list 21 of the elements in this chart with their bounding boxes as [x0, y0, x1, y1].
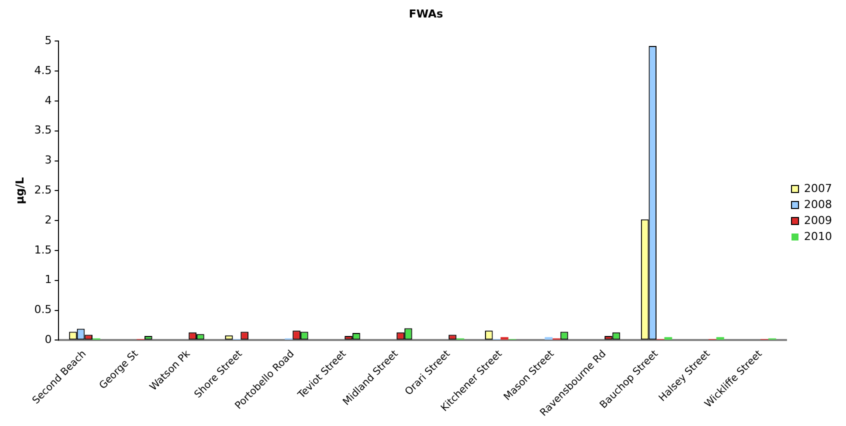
- legend-label: 2009: [804, 214, 832, 227]
- y-tick-label: 0: [44, 333, 52, 346]
- legend-label: 2008: [804, 198, 832, 211]
- y-tick-label: 4.5: [34, 64, 52, 77]
- bar: [544, 337, 553, 340]
- bar: [664, 337, 672, 340]
- chart-title: FWAs: [408, 7, 444, 20]
- y-axis-title: µg/L: [13, 177, 26, 204]
- y-tick-label: 0.5: [34, 303, 52, 316]
- y-tick-label: 2: [44, 213, 52, 226]
- y-tick-label: 1: [44, 273, 52, 286]
- legend-label: 2010: [804, 230, 832, 243]
- y-tick-label: 3: [44, 154, 52, 167]
- y-tick-label: 5: [44, 34, 52, 48]
- bar: [716, 337, 724, 340]
- y-tick-label: 3.5: [34, 124, 52, 137]
- bar: [500, 337, 508, 340]
- y-tick-label: 1.5: [34, 243, 52, 256]
- legend-label: 2007: [804, 182, 832, 195]
- y-tick-label: 2.5: [34, 184, 52, 197]
- y-tick-label: 4: [44, 94, 52, 107]
